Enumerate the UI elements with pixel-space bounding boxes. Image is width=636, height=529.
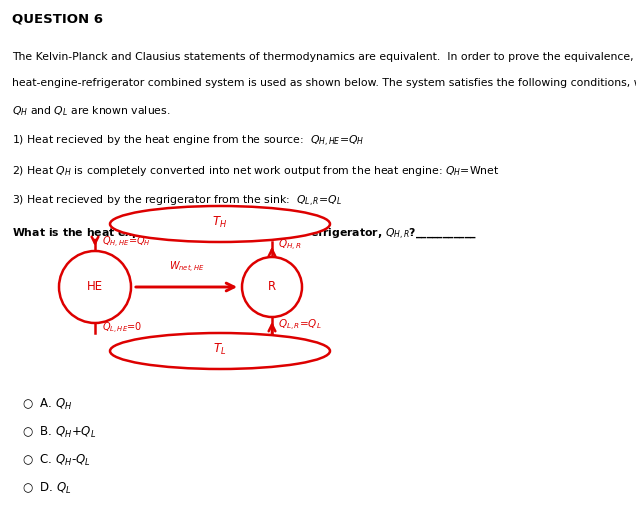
Ellipse shape	[110, 333, 330, 369]
Text: heat-engine-refrigerator combined system is used as shown below. The system sati: heat-engine-refrigerator combined system…	[12, 78, 636, 88]
Text: The Kelvin-Planck and Clausius statements of thermodynamics are equivalent.  In : The Kelvin-Planck and Clausius statement…	[12, 52, 636, 62]
Text: $W_{net,HE}$: $W_{net,HE}$	[169, 260, 204, 275]
Circle shape	[242, 257, 302, 317]
Text: 3) Heat recieved by the regrigerator from the sink:  $Q_{L,R}$=$Q_L$: 3) Heat recieved by the regrigerator fro…	[12, 194, 342, 209]
Text: HE: HE	[87, 280, 103, 294]
Text: $\bigcirc$  C. $Q_H$-$Q_L$: $\bigcirc$ C. $Q_H$-$Q_L$	[22, 452, 91, 468]
Text: $\bigcirc$  A. $Q_H$: $\bigcirc$ A. $Q_H$	[22, 396, 73, 412]
Text: What is the heat exported to the source by the refrigerator, $Q_{H,R}$?_________: What is the heat exported to the source …	[12, 226, 477, 241]
Text: $Q_{L,HE}$=0: $Q_{L,HE}$=0	[102, 321, 142, 335]
Text: $T_H$: $T_H$	[212, 214, 228, 230]
Text: $Q_H$ and $Q_L$ are known values.: $Q_H$ and $Q_L$ are known values.	[12, 104, 170, 118]
Text: $Q_{H,R}$: $Q_{H,R}$	[278, 238, 301, 253]
Text: $Q_{L,R}$=$Q_L$: $Q_{L,R}$=$Q_L$	[278, 317, 322, 333]
Text: $T_L$: $T_L$	[213, 341, 226, 357]
Text: 2) Heat $Q_H$ is completely converted into net work output from the heat engine:: 2) Heat $Q_H$ is completely converted in…	[12, 164, 499, 178]
Text: $\bigcirc$  B. $Q_H$+$Q_L$: $\bigcirc$ B. $Q_H$+$Q_L$	[22, 424, 96, 440]
Text: $Q_{H,HE}$=$Q_H$: $Q_{H,HE}$=$Q_H$	[102, 235, 151, 250]
Text: R: R	[268, 280, 276, 294]
Text: $\bigcirc$  D. $Q_L$: $\bigcirc$ D. $Q_L$	[22, 480, 72, 496]
Circle shape	[59, 251, 131, 323]
Ellipse shape	[110, 206, 330, 242]
Text: QUESTION 6: QUESTION 6	[12, 12, 103, 25]
Text: 1) Heat recieved by the heat engine from the source:  $Q_{H,HE}$=$Q_H$: 1) Heat recieved by the heat engine from…	[12, 134, 364, 149]
